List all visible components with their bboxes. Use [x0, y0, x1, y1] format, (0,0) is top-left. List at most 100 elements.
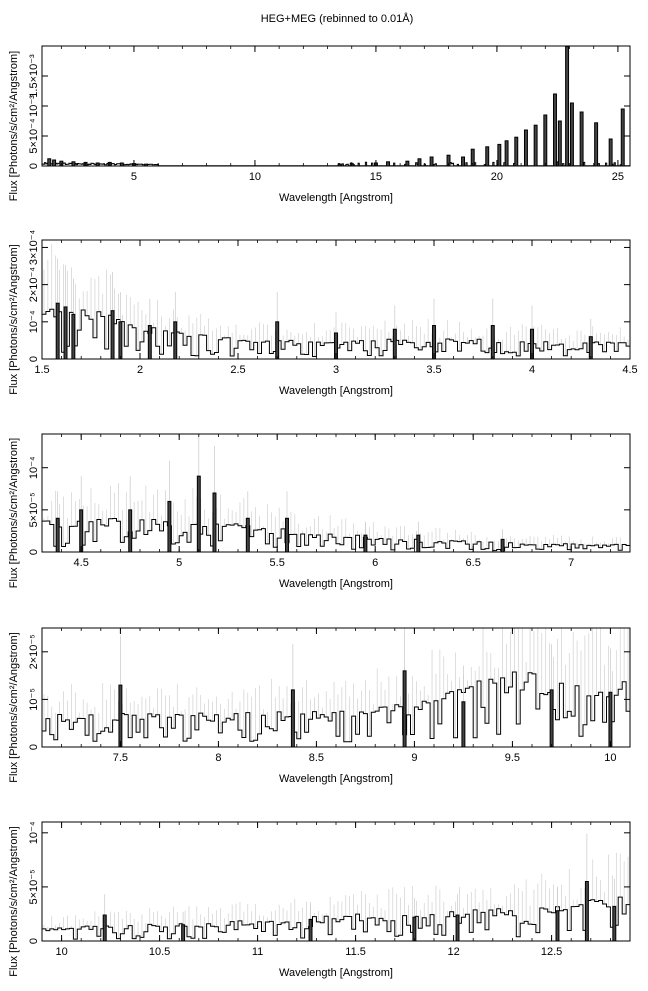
error-bars — [43, 852, 629, 940]
peak-bar — [500, 538, 505, 553]
x-tick-label: 2 — [137, 364, 143, 376]
y-axis-label: Flux [Photons/s/cm²/Angstrom] — [8, 826, 20, 976]
x-tick-label: 11 — [252, 946, 263, 958]
error-bars — [43, 628, 629, 742]
peak-bar — [588, 336, 593, 360]
spectrum-line — [42, 518, 630, 552]
y-axis-label: Flux [Photons/s/cm²/Angstrom] — [8, 51, 20, 201]
spectrum-line — [42, 896, 630, 940]
x-axis-label: Wavelength [Angstrom] — [279, 773, 393, 785]
x-tick-label: 10 — [604, 752, 616, 764]
panel-2: 1.5 2 2.5 3 3.5 4 4.5 0 10⁻⁴ 2×10⁻⁴3×10⁻⁴ Waveleng… — [8, 230, 638, 397]
x-tick-label: 8.5 — [309, 752, 324, 764]
peak-bar — [402, 670, 407, 748]
x-tick-label: 10 — [55, 946, 67, 958]
x-tick-label: 20 — [491, 171, 503, 183]
y-tick-label: 10⁻⁵ — [28, 688, 40, 711]
y-tick-label: 0 — [28, 744, 40, 750]
chart-title: HEG+MEG (rebinned to 0.01Å) — [261, 12, 414, 25]
y-tick-label: 5×10⁻⁴ — [28, 118, 40, 154]
x-tick-label: 1.5 — [34, 364, 49, 376]
y-tick-label: 3×10⁻⁴ — [28, 230, 40, 266]
x-tick-label: 5 — [176, 557, 182, 569]
y-axis-label: Flux [Photons/s/cm²/Angstrom] — [8, 632, 20, 782]
peak-bar — [514, 136, 519, 167]
peak-bar — [363, 534, 368, 553]
peak-bar — [63, 306, 68, 360]
x-axis-label: Wavelength [Angstrom] — [279, 192, 393, 204]
peak-bar — [55, 302, 60, 360]
y-tick-label: 10⁻⁴ — [28, 821, 40, 844]
y-tick-label: 0 — [28, 356, 40, 362]
y-tick-label: 10⁻⁴ — [28, 456, 40, 479]
y-tick-label: 0 — [28, 549, 40, 555]
x-tick-label: 8 — [215, 752, 221, 764]
y-tick-label: 5×10⁻⁵ — [28, 869, 40, 904]
x-tick-label: 6 — [372, 557, 378, 569]
peak-bar — [608, 138, 613, 167]
peak-bar — [555, 910, 560, 942]
peak-bar — [290, 689, 295, 748]
spectrum-line — [42, 161, 630, 167]
x-tick-label: 11.5 — [345, 946, 366, 958]
peak-bar — [412, 916, 417, 942]
peak-bar — [549, 689, 554, 748]
peak-bar — [579, 111, 584, 167]
peak-bar — [275, 321, 280, 360]
peak-bar — [417, 158, 422, 167]
peak-bar — [584, 881, 589, 942]
x-tick-label: 9 — [411, 752, 417, 764]
peak-bar — [47, 158, 52, 167]
peak-bar — [102, 914, 107, 942]
x-tick-label: 3.5 — [426, 364, 441, 376]
x-tick-label: 10 — [249, 171, 261, 183]
x-tick-label: 5 — [131, 171, 137, 183]
peak-bar — [181, 924, 186, 942]
panel-3: 4.5 5 5.5 6 6.5 7 0 5×10⁻⁵ 10⁻⁴ Wavelength [Angst… — [8, 433, 631, 590]
y-tick-label: 2×10⁻⁴ — [28, 267, 40, 303]
x-tick-label: 12 — [447, 946, 459, 958]
peak-bar — [490, 325, 495, 360]
peak-bar — [455, 914, 460, 942]
peak-bar — [308, 918, 313, 942]
spectrum-line — [42, 671, 630, 743]
x-tick-label: 4.5 — [622, 364, 637, 376]
y-tick-label: 2×10⁻⁵ — [28, 634, 40, 669]
x-axis-label: Wavelength [Angstrom] — [279, 967, 393, 979]
peak-bar — [553, 93, 557, 167]
peak-bar — [461, 701, 466, 748]
x-axis-label: Wavelength [Angstrom] — [279, 578, 393, 590]
peak-bar — [128, 509, 133, 553]
x-tick-label: 5.5 — [270, 557, 285, 569]
panel-4: 7.5 8 8.5 9 9.5 10 0 10⁻⁵ 2×10⁻⁵ Wavelength [Angs… — [8, 627, 631, 785]
y-axis-label: Flux [Photons/s/cm²/Angstrom] — [8, 438, 20, 588]
panel-1: 5 10 15 20 25 0 5×10⁻⁴10⁻³1.5×10⁻³ Wavelength [… — [8, 45, 631, 204]
y-tick-label: 10⁻⁴ — [28, 310, 40, 333]
y-axis-label: Flux [Photons/s/cm²/Angstrom] — [8, 244, 20, 394]
peak-bar — [392, 328, 397, 360]
peak-bar — [212, 492, 217, 553]
peak-bar — [285, 517, 289, 553]
y-tick-label: 10⁻³ — [28, 95, 40, 117]
x-tick-label: 10.5 — [149, 946, 170, 958]
peak-bar — [543, 114, 548, 167]
peak-bar — [110, 310, 115, 360]
x-tick-label: 2.5 — [230, 364, 245, 376]
x-axis-label: Wavelength [Angstrom] — [279, 385, 393, 397]
peak-bar — [565, 46, 570, 167]
peak-bar — [533, 124, 538, 167]
x-tick-label: 4.5 — [74, 557, 89, 569]
peak-bar — [485, 146, 490, 167]
x-tick-label: 25 — [612, 171, 624, 183]
peak-bar — [79, 509, 84, 553]
peak-bar — [405, 160, 410, 167]
x-tick-label: 12.5 — [541, 946, 562, 958]
peak-bar — [608, 691, 613, 748]
peak-bar — [497, 143, 502, 167]
y-tick-label: 5×10⁻⁵ — [28, 492, 40, 527]
x-tick-label: 3 — [333, 364, 339, 376]
peak-bar — [52, 159, 57, 167]
peak-bar — [71, 161, 76, 167]
peak-bar — [429, 156, 434, 167]
